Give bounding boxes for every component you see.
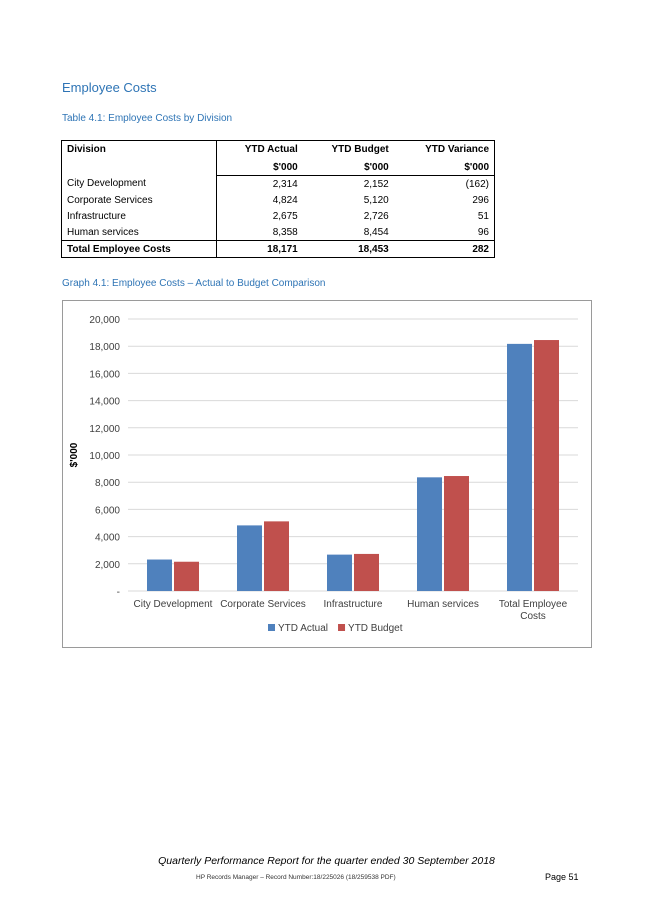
y-tick-label: 20,000: [89, 315, 120, 326]
legend-swatch: [338, 624, 346, 631]
y-tick-label: 10,000: [89, 451, 120, 462]
cell-variance: 51: [393, 208, 495, 224]
bar-ytd-actual: [147, 559, 172, 591]
x-tick-label: Total Employee: [499, 599, 568, 610]
report-title: Quarterly Performance Report for the qua…: [158, 855, 495, 867]
y-tick-label: 4,000: [95, 533, 120, 544]
header-ytd-actual: YTD Actual: [216, 140, 303, 159]
x-tick-label: Human services: [407, 599, 479, 610]
y-tick-label: 2,000: [95, 560, 120, 571]
cell-budget: 2,152: [363, 178, 389, 190]
y-tick-label: 8,000: [95, 478, 120, 489]
unit-ytd-budget: $'000: [302, 159, 394, 176]
table-unit-row: $'000 $'000 $'000: [62, 159, 495, 176]
cell-division: City Development: [60, 175, 218, 192]
cell-division: Human services: [60, 224, 218, 241]
header-division: Division: [60, 140, 218, 176]
record-number: HP Records Manager – Record Number:18/22…: [196, 874, 396, 881]
cell-actual: 2,675: [272, 210, 298, 222]
chart-canvas: - 2,000 4,000 6,000 8,000 10,000 12,000 14,000 1…: [69, 315, 578, 634]
bar-ytd-actual: [417, 477, 442, 591]
bar-ytd-budget: [174, 561, 199, 591]
page-number: Page 51: [545, 872, 579, 882]
cell-budget: 8,454: [363, 226, 389, 238]
x-tick-label: Costs: [520, 611, 546, 622]
table-caption: Table 4.1: Employee Costs by Division: [62, 113, 233, 124]
y-axis-label: $'000: [69, 442, 80, 467]
bar-ytd-budget: [264, 521, 289, 591]
table-row: City Development 2,314 2,152 (162): [60, 175, 495, 192]
table-total-row: Total Employee Costs 18,171 18,453 282: [60, 240, 495, 258]
y-tick-label: 16,000: [89, 369, 120, 380]
bar-ytd-actual: [507, 343, 532, 591]
y-tick-label: 12,000: [89, 424, 120, 435]
cell-variance: 96: [393, 224, 495, 241]
bar-ytd-budget: [444, 476, 469, 591]
y-tick-label: 18,000: [89, 342, 120, 353]
bar-ytd-budget: [354, 553, 379, 591]
x-tick-label: City Development: [134, 599, 213, 610]
unit-ytd-variance: $'000: [393, 159, 495, 176]
total-variance: 282: [393, 240, 495, 258]
bar-ytd-actual: [237, 525, 262, 591]
cell-actual: 2,314: [272, 178, 298, 190]
total-budget: 18,453: [302, 240, 394, 258]
table-row: Infrastructure 2,675 2,726 51: [60, 208, 495, 224]
legend-swatch: [268, 624, 275, 631]
header-ytd-variance: YTD Variance: [393, 140, 495, 159]
legend-label: YTD Budget: [348, 623, 403, 634]
unit-ytd-actual: $'000: [216, 159, 303, 176]
legend-label: YTD Actual: [278, 623, 328, 634]
cell-variance: (162): [393, 175, 495, 192]
cell-budget: 5,120: [363, 194, 389, 206]
header-ytd-budget: YTD Budget: [302, 140, 394, 159]
cell-actual: 8,358: [272, 226, 298, 238]
y-tick-label: 6,000: [95, 505, 120, 516]
total-division: Total Employee Costs: [60, 240, 218, 258]
bar-ytd-actual: [327, 554, 352, 591]
graph-caption: Graph 4.1: Employee Costs – Actual to Bu…: [62, 278, 326, 289]
x-tick-label: Infrastructure: [324, 599, 383, 610]
cell-division: Infrastructure: [60, 208, 218, 224]
table-row: Human services 8,358 8,454 96: [60, 224, 495, 241]
section-title: Employee Costs: [62, 80, 157, 95]
bar-ytd-budget: [534, 340, 559, 591]
total-actual: 18,171: [216, 240, 303, 258]
employee-costs-chart: - 2,000 4,000 6,000 8,000 10,000 12,000 14,000 1…: [62, 300, 592, 648]
employee-costs-table: Division YTD Actual YTD Budget YTD Varia…: [60, 140, 495, 258]
table-header-row: Division YTD Actual YTD Budget YTD Varia…: [60, 140, 495, 176]
cell-division: Corporate Services: [60, 192, 218, 208]
y-tick-label: -: [117, 587, 120, 598]
cell-budget: 2,726: [363, 210, 389, 222]
cell-actual: 4,824: [272, 194, 298, 206]
table-row: Corporate Services 4,824 5,120 296: [60, 192, 495, 208]
x-tick-label: Corporate Services: [220, 599, 306, 610]
y-tick-label: 14,000: [89, 397, 120, 408]
cell-variance: 296: [393, 192, 495, 208]
